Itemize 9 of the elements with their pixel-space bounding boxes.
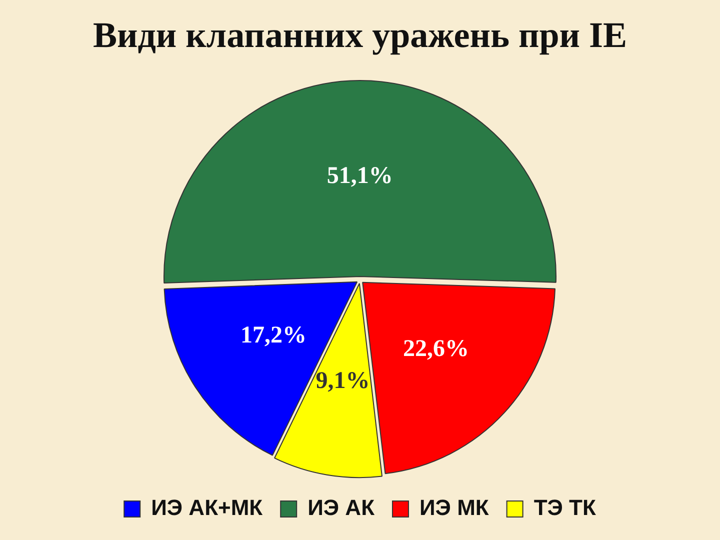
legend-label: ИЭ АК+МК xyxy=(151,495,264,520)
data-label: 9,1% xyxy=(316,368,370,394)
data-label: 17,2% xyxy=(240,322,306,348)
chart-title: Види клапанних уражень при IE xyxy=(92,14,628,56)
legend-label: ИЭ АК xyxy=(308,495,376,520)
data-label: 22,6% xyxy=(403,336,470,362)
legend-label: ТЭ ТК xyxy=(534,495,596,520)
legend-label: ИЭ МК xyxy=(419,495,490,520)
data-label: 51,1% xyxy=(326,162,393,189)
